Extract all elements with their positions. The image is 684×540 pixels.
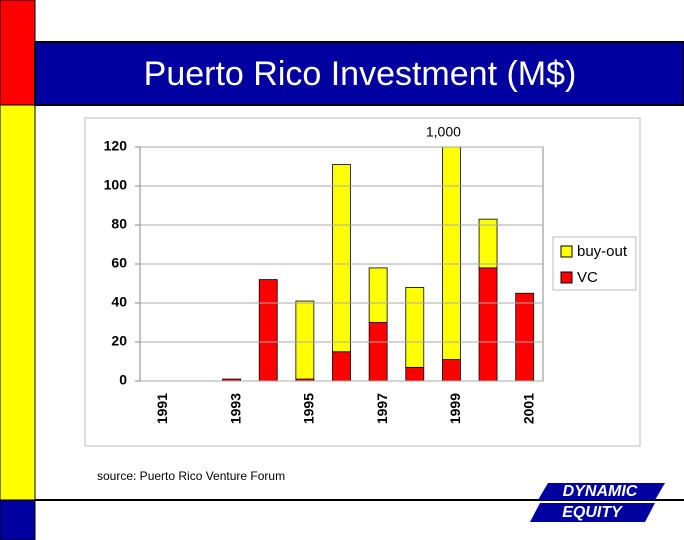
logo: DYNAMIC EQUITY bbox=[530, 483, 665, 522]
bar bbox=[405, 366, 425, 381]
y-tick-label: 40 bbox=[111, 294, 127, 310]
bar bbox=[478, 267, 498, 381]
bar bbox=[368, 267, 388, 323]
bar bbox=[368, 322, 388, 381]
y-tick-label: 0 bbox=[119, 372, 127, 388]
x-tick-label: 1997 bbox=[374, 393, 390, 424]
x-tick-label: 1991 bbox=[154, 393, 170, 424]
y-tick-label: 120 bbox=[104, 138, 128, 154]
bar bbox=[442, 147, 461, 360]
bar bbox=[515, 292, 535, 381]
annotation: 1,000 bbox=[426, 124, 461, 140]
slide-title: Puerto Rico Investment (M$) bbox=[144, 55, 577, 93]
x-tick-label: 2001 bbox=[520, 393, 536, 424]
title-bar bbox=[34, 41, 684, 106]
y-tick-label: 80 bbox=[111, 216, 127, 232]
source-note: source: Puerto Rico Venture Forum bbox=[97, 469, 285, 483]
bar bbox=[442, 359, 461, 381]
bar bbox=[332, 164, 351, 353]
bar bbox=[258, 279, 278, 381]
legend-swatch bbox=[560, 245, 573, 258]
y-tick-label: 20 bbox=[111, 333, 127, 349]
logo-text: DYNAMIC bbox=[563, 483, 638, 500]
logo-band bbox=[538, 483, 665, 500]
logo-band bbox=[530, 503, 655, 522]
legend-label: buy-out bbox=[577, 243, 628, 260]
y-tick-label: 100 bbox=[104, 177, 128, 193]
yellow-strip bbox=[0, 104, 36, 501]
bar bbox=[478, 218, 498, 269]
x-tick-label: 1993 bbox=[227, 393, 243, 424]
bar bbox=[405, 286, 425, 368]
bars bbox=[222, 147, 535, 381]
x-tick-label: 1999 bbox=[447, 393, 463, 424]
y-tick-label: 60 bbox=[111, 255, 127, 271]
blue-strip bbox=[0, 499, 36, 540]
bar bbox=[295, 300, 315, 380]
x-tick-label: 1995 bbox=[301, 393, 317, 424]
legend-label: VC bbox=[577, 269, 598, 286]
logo-text: EQUITY bbox=[562, 504, 623, 521]
legend-swatch bbox=[560, 271, 573, 284]
bar bbox=[332, 351, 351, 381]
red-strip bbox=[0, 0, 36, 106]
